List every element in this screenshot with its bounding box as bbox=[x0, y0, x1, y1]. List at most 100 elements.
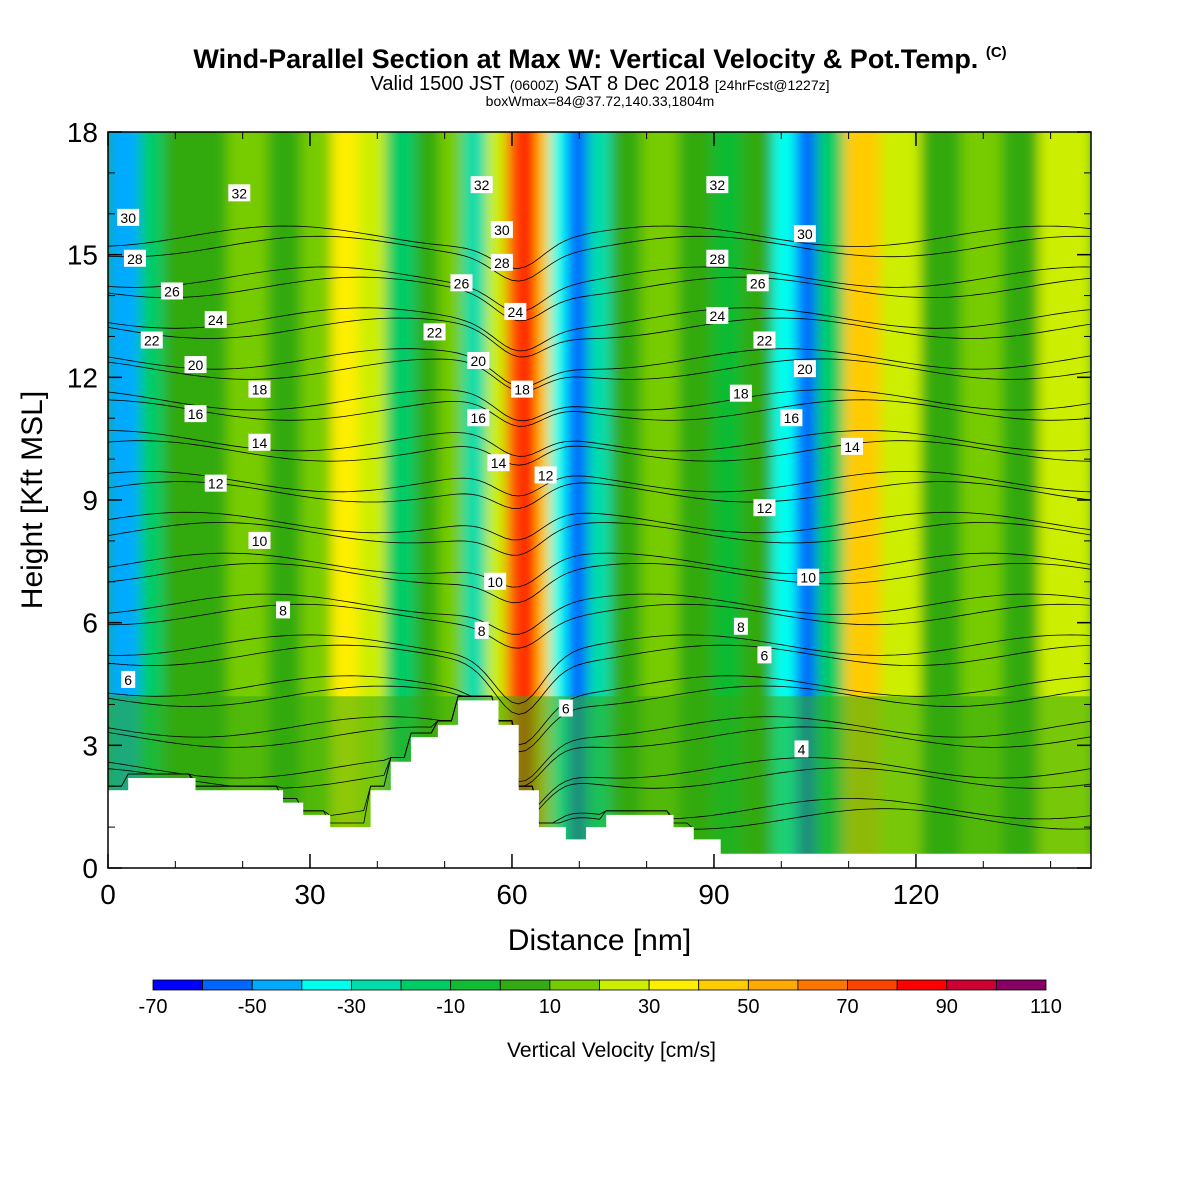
isentrope-label-box bbox=[123, 249, 146, 267]
isentrope-label-text: 10 bbox=[800, 570, 816, 586]
y-tick-label: 3 bbox=[82, 730, 98, 761]
isentrope-label-text: 8 bbox=[279, 602, 287, 618]
colorbar-swatch bbox=[995, 979, 1047, 991]
isentrope-label-text: 30 bbox=[494, 222, 510, 238]
isentrope-line bbox=[108, 552, 1091, 588]
chart-subtitle: Valid 1500 JST (0600Z) SAT 8 Dec 2018 [2… bbox=[0, 73, 1200, 96]
y-tick-label: 0 bbox=[82, 853, 98, 884]
isentrope-label-box bbox=[490, 221, 513, 239]
isentrope-label-box bbox=[504, 302, 527, 320]
isentrope-line bbox=[108, 603, 1091, 649]
isentrope-label-text: 16 bbox=[471, 410, 487, 426]
isentrope-line bbox=[108, 675, 1091, 746]
isentrope-label: 8 bbox=[733, 617, 748, 635]
isentrope-label-box bbox=[757, 646, 772, 664]
isentrope-label: 6 bbox=[558, 699, 573, 717]
isentrope-label: 28 bbox=[706, 249, 729, 267]
colorbar-swatch bbox=[152, 979, 204, 991]
isentrope-label: 14 bbox=[487, 454, 510, 472]
isentrope-label-box bbox=[729, 384, 752, 402]
isentrope-label-text: 10 bbox=[252, 533, 268, 549]
isentrope-line bbox=[108, 563, 1091, 604]
isentrope-label: 24 bbox=[204, 311, 227, 329]
isentrope-label-box bbox=[706, 176, 729, 194]
isentrope-line bbox=[108, 430, 1091, 457]
y-tick-label: 9 bbox=[82, 485, 98, 516]
isentrope-label-box bbox=[423, 323, 446, 341]
isentrope-label-box bbox=[558, 699, 573, 717]
isentrope-label-box bbox=[204, 474, 227, 492]
isentrope-label-text: 22 bbox=[757, 333, 773, 349]
isentrope-label: 22 bbox=[753, 331, 776, 349]
isentrope-label-text: 20 bbox=[797, 361, 813, 377]
isentrope-label: 8 bbox=[474, 621, 489, 639]
isentrope-label-box bbox=[793, 360, 816, 378]
isentrope-label: 24 bbox=[504, 302, 527, 320]
isentrope-label-box bbox=[511, 380, 534, 398]
isentrope-label-text: 16 bbox=[188, 406, 204, 422]
isentrope-line bbox=[108, 307, 1091, 352]
isentrope-label-text: 8 bbox=[737, 619, 745, 635]
isentrope-label: 4 bbox=[794, 740, 809, 758]
isentrope-line bbox=[108, 266, 1091, 313]
isentrope-label-text: 32 bbox=[474, 177, 490, 193]
isentrope-label: 10 bbox=[797, 568, 820, 586]
isentrope-label-text: 18 bbox=[514, 382, 530, 398]
isentrope-lines bbox=[108, 225, 1091, 830]
isentrope-label-box bbox=[228, 184, 251, 202]
isentrope-label-box bbox=[248, 380, 271, 398]
isentrope-label-text: 10 bbox=[487, 574, 503, 590]
isentrope-label: 16 bbox=[184, 405, 207, 423]
colorbar-swatch bbox=[549, 979, 600, 991]
isentrope-label: 12 bbox=[534, 466, 557, 484]
isentrope-label-text: 6 bbox=[761, 647, 769, 663]
isentrope-label-text: 30 bbox=[797, 226, 813, 242]
colorbar-swatch bbox=[400, 979, 452, 991]
colorbar-swatch bbox=[747, 979, 799, 991]
isentrope-label-box bbox=[467, 351, 490, 369]
isentrope-label: 32 bbox=[706, 176, 729, 194]
isentrope-label: 20 bbox=[467, 351, 490, 369]
isentrope-label-text: 14 bbox=[252, 435, 268, 451]
isentrope-line bbox=[108, 511, 1091, 541]
isentrope-label: 14 bbox=[840, 437, 863, 455]
isentrope-label-text: 24 bbox=[710, 308, 726, 324]
isentrope-label: 16 bbox=[467, 409, 490, 427]
isentrope-label-box bbox=[470, 176, 493, 194]
isentrope-line bbox=[108, 695, 1091, 783]
isentrope-line bbox=[108, 522, 1091, 556]
isentrope-label: 30 bbox=[490, 221, 513, 239]
colorbar-tick-label: 70 bbox=[836, 996, 858, 1018]
colorbar: -70 -50 -30 -10 10 30 50 70 90 110 Vertical Veloci… bbox=[139, 979, 1062, 1062]
isentrope-label-text: 30 bbox=[120, 210, 136, 226]
isentrope-label-box bbox=[474, 621, 489, 639]
colorbar-swatch bbox=[599, 979, 650, 991]
isentrope-label-text: 18 bbox=[733, 386, 749, 402]
isentrope-label-box bbox=[467, 409, 490, 427]
colorbar-swatch bbox=[946, 979, 997, 991]
isentrope-line bbox=[108, 440, 1091, 466]
isentrope-line bbox=[108, 225, 1091, 269]
velocity-column bbox=[550, 132, 572, 868]
isentrope-label-box bbox=[140, 331, 163, 349]
isentrope-line bbox=[108, 634, 1091, 705]
isentrope-line bbox=[108, 695, 1091, 806]
y-tick-label: 6 bbox=[82, 608, 98, 639]
x-tick-label: 120 bbox=[893, 879, 940, 910]
colorbar-label: Vertical Velocity [cm/s] bbox=[507, 1039, 716, 1062]
forecast-info: [24hrFcst@1227z] bbox=[714, 77, 830, 93]
isentrope-line bbox=[108, 358, 1091, 392]
colorbar-tick-label: 50 bbox=[737, 996, 759, 1018]
isentrope-line bbox=[108, 399, 1091, 427]
isentrope-label-text: 20 bbox=[471, 353, 487, 369]
isentrope-line bbox=[108, 276, 1091, 322]
colorbar-swatch bbox=[847, 979, 898, 991]
isentrope-label-box bbox=[487, 454, 510, 472]
isentrope-label: 12 bbox=[753, 499, 776, 516]
isentrope-label-box bbox=[450, 274, 473, 292]
colorbar-swatch bbox=[301, 979, 352, 991]
isentrope-label-box bbox=[121, 670, 136, 688]
isentrope-line bbox=[108, 471, 1091, 497]
isentrope-line bbox=[108, 685, 1091, 753]
isentrope-label-text: 26 bbox=[454, 275, 470, 291]
